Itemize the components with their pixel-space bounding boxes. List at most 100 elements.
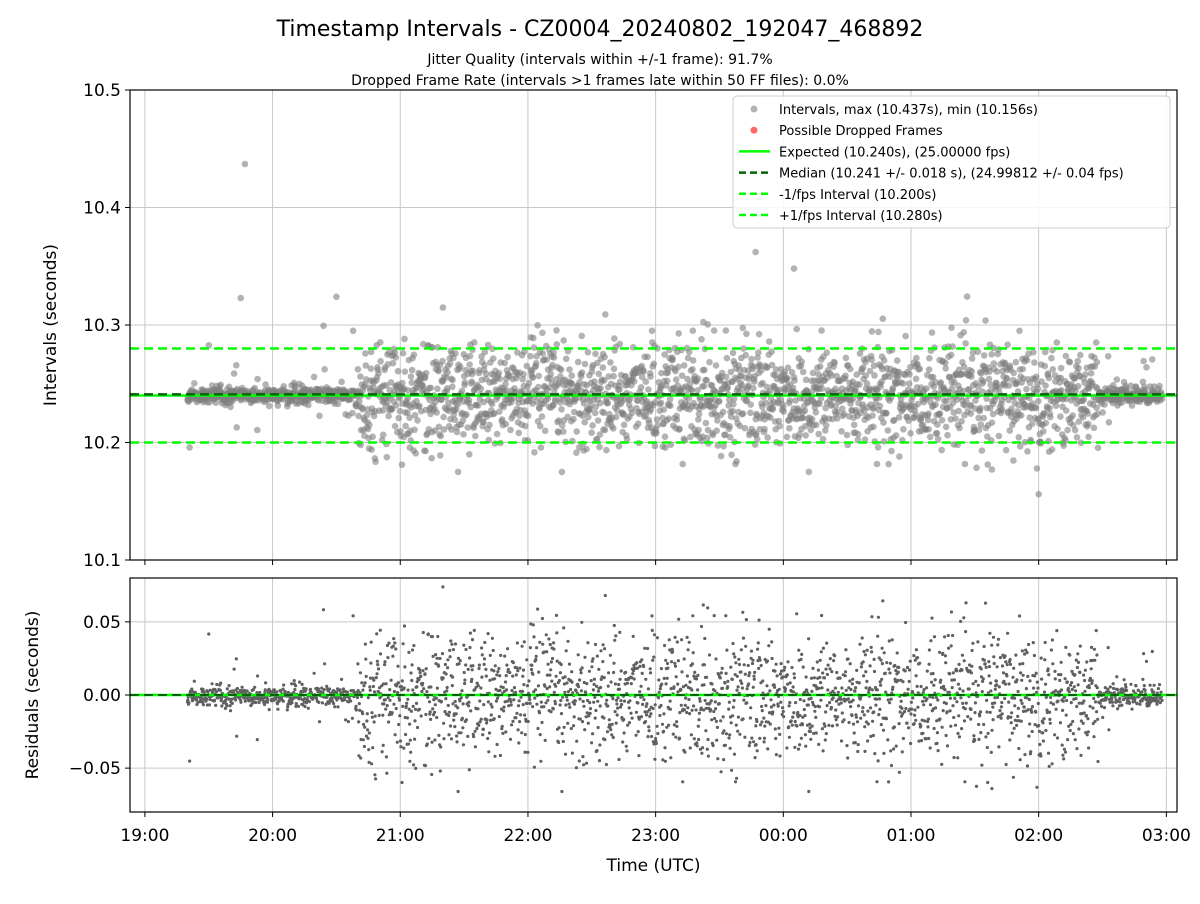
residual-point: [392, 703, 395, 706]
residual-point: [907, 688, 910, 691]
interval-point: [1075, 358, 1082, 365]
residual-point: [713, 689, 716, 692]
residual-point: [420, 714, 423, 717]
residual-point: [604, 594, 607, 597]
interval-point: [740, 345, 747, 352]
residual-point: [744, 645, 747, 648]
interval-point: [602, 311, 609, 318]
residual-point: [398, 714, 401, 717]
residual-point: [669, 756, 672, 759]
residual-point: [351, 717, 354, 720]
residual-point: [975, 785, 978, 788]
residual-point: [731, 642, 734, 645]
residual-point: [491, 637, 494, 640]
residual-point: [570, 670, 573, 673]
residual-point: [366, 737, 369, 740]
residual-point: [603, 676, 606, 679]
interval-point: [856, 381, 863, 388]
residual-point: [528, 698, 531, 701]
residual-point: [771, 710, 774, 713]
interval-point: [661, 406, 668, 413]
interval-point: [938, 447, 945, 454]
residual-point: [993, 662, 996, 665]
residual-point: [688, 641, 691, 644]
residual-point: [863, 725, 866, 728]
residual-point: [618, 688, 621, 691]
residual-point: [286, 708, 289, 711]
interval-point: [649, 328, 656, 335]
residual-point: [852, 723, 855, 726]
residual-point: [863, 713, 866, 716]
interval-point: [653, 430, 660, 437]
residual-point: [881, 599, 884, 602]
residual-point: [856, 720, 859, 723]
residual-point: [234, 698, 237, 701]
residual-point: [790, 666, 793, 669]
residual-point: [266, 698, 269, 701]
residual-point: [589, 712, 592, 715]
residual-point: [751, 662, 754, 665]
residual-point: [632, 635, 635, 638]
residual-point: [875, 780, 878, 783]
residual-point: [775, 663, 778, 666]
residual-point: [400, 781, 403, 784]
residual-point: [415, 685, 418, 688]
residual-point: [616, 707, 619, 710]
residual-point: [684, 697, 687, 700]
interval-point: [1030, 349, 1037, 356]
residual-point: [413, 738, 416, 741]
residual-point: [560, 712, 563, 715]
interval-point: [937, 410, 944, 417]
residual-point: [205, 698, 208, 701]
residual-point: [708, 653, 711, 656]
interval-point: [939, 417, 946, 424]
residual-point: [573, 703, 576, 706]
residual-point: [477, 667, 480, 670]
residual-point: [642, 665, 645, 668]
interval-point: [531, 449, 538, 456]
interval-point: [949, 385, 956, 392]
residual-point: [293, 679, 296, 682]
interval-point: [894, 357, 901, 364]
interval-point: [823, 422, 830, 429]
residual-point: [459, 731, 462, 734]
interval-point: [723, 327, 730, 334]
residual-point: [657, 696, 660, 699]
interval-point: [600, 364, 607, 371]
residual-point: [774, 737, 777, 740]
interval-point: [770, 405, 777, 412]
residual-point: [715, 739, 718, 742]
interval-point: [316, 413, 323, 420]
residual-point: [653, 633, 656, 636]
residual-point: [479, 686, 482, 689]
residual-point: [357, 720, 360, 723]
interval-point: [463, 411, 470, 418]
interval-point: [423, 370, 430, 377]
interval-point: [621, 422, 628, 429]
interval-point: [366, 422, 373, 429]
interval-point: [720, 443, 727, 450]
residual-point: [434, 653, 437, 656]
residual-point: [554, 685, 557, 688]
residual-point: [435, 716, 438, 719]
residual-point: [657, 678, 660, 681]
residual-point: [456, 706, 459, 709]
residual-point: [375, 632, 378, 635]
interval-point: [679, 461, 686, 468]
residual-point: [609, 654, 612, 657]
residual-point: [336, 705, 339, 708]
interval-point: [1099, 409, 1106, 416]
interval-point: [690, 357, 697, 364]
residual-point: [935, 742, 938, 745]
interval-point: [681, 362, 688, 369]
interval-point: [1048, 355, 1055, 362]
residual-point: [465, 718, 468, 721]
residual-point: [913, 722, 916, 725]
residual-point: [517, 741, 520, 744]
residual-point: [821, 727, 824, 730]
residual-point: [729, 666, 732, 669]
residual-point: [603, 647, 606, 650]
residual-point: [641, 703, 644, 706]
residual-point: [741, 686, 744, 689]
interval-point: [766, 338, 773, 345]
